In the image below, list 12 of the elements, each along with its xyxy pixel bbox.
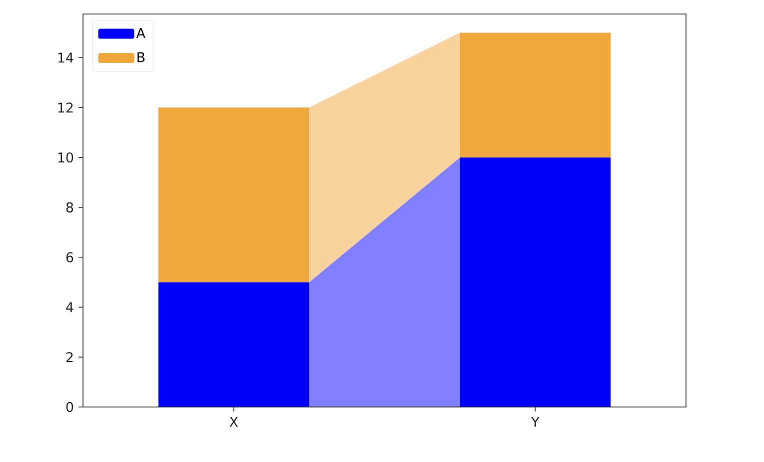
legend-label: B bbox=[138, 52, 145, 62]
y-tick-label: 14 bbox=[58, 52, 74, 63]
y-tick-label: 2 bbox=[66, 352, 73, 362]
y-tick-label: 8 bbox=[66, 202, 74, 212]
y-tick-label: 0 bbox=[66, 402, 74, 412]
x-tick-label: Y bbox=[531, 416, 540, 427]
legend-label: A bbox=[136, 28, 146, 38]
y-tick-label: 10 bbox=[58, 152, 74, 163]
y-tick-label: 6 bbox=[66, 252, 74, 262]
x-tick-label: X bbox=[230, 416, 238, 427]
y-tick-label: 12 bbox=[58, 102, 73, 113]
y-tick-label: 4 bbox=[66, 302, 74, 312]
